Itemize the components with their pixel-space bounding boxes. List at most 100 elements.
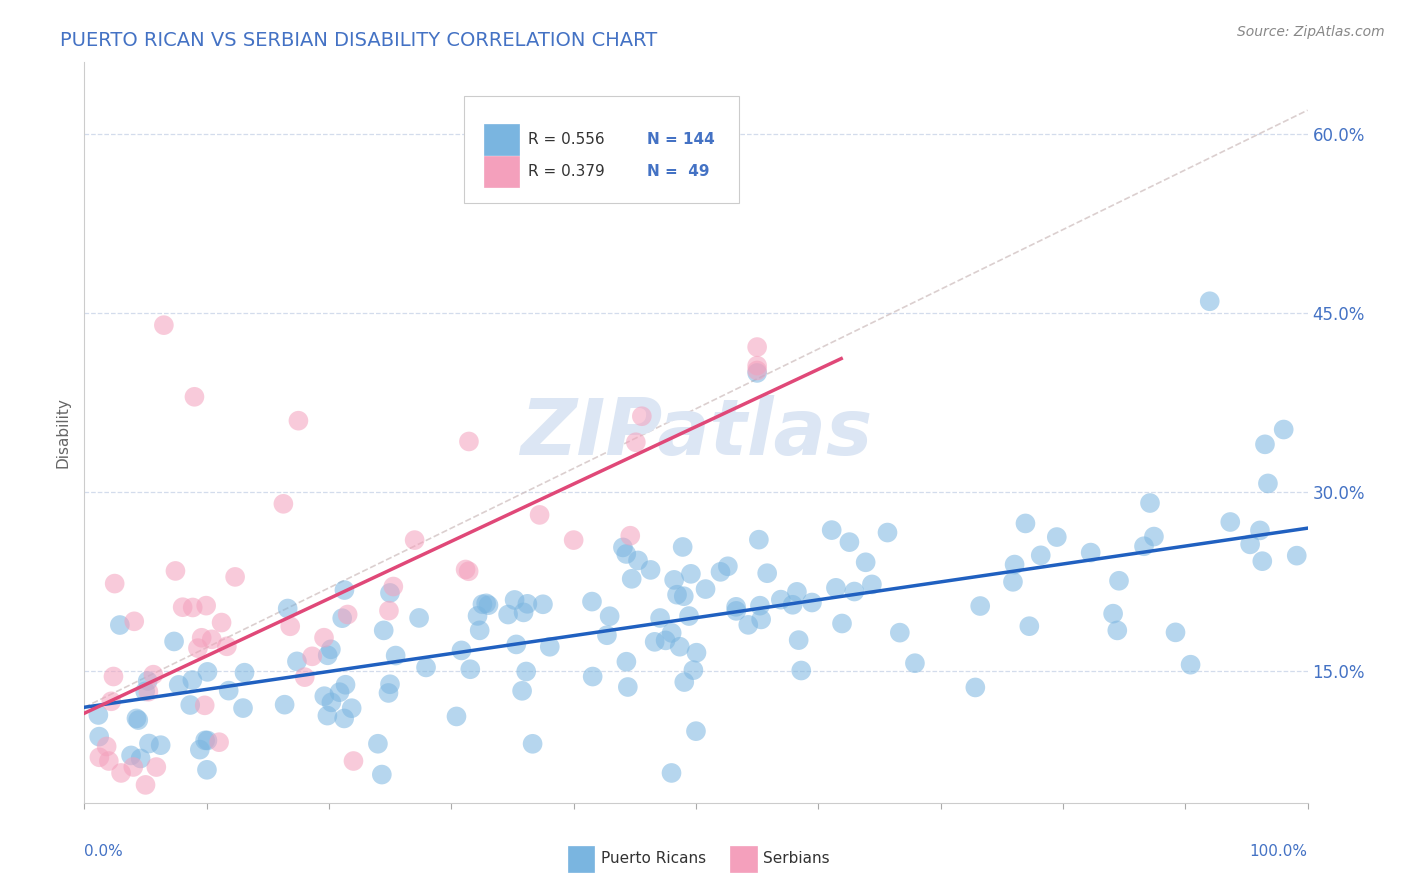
Point (89, 730, 111, 744)
Point (278, 619, 301, 633)
Point (631, 409, 654, 424)
FancyBboxPatch shape (568, 847, 595, 871)
Point (273, 698, 295, 712)
Point (531, 597, 554, 611)
Point (522, 737, 544, 751)
Point (342, 754, 364, 768)
Point (285, 654, 308, 668)
Point (965, 681, 987, 695)
Point (378, 677, 401, 691)
Point (747, 363, 769, 377)
Text: Serbians: Serbians (763, 851, 830, 866)
Point (1102, 607, 1125, 621)
Point (129, 751, 152, 765)
Point (100, 694, 122, 708)
Point (232, 701, 254, 715)
Point (277, 601, 299, 615)
FancyBboxPatch shape (464, 95, 738, 203)
FancyBboxPatch shape (730, 847, 758, 871)
Point (1285, 549, 1308, 563)
Point (135, 778, 157, 792)
Point (747, 366, 769, 380)
Point (889, 625, 911, 640)
Point (181, 600, 204, 615)
Point (709, 565, 731, 579)
Point (477, 598, 499, 612)
Point (294, 670, 316, 684)
Point (1046, 530, 1069, 544)
Point (831, 616, 853, 631)
Point (562, 533, 585, 547)
Point (512, 606, 534, 620)
Point (1108, 574, 1130, 588)
Point (668, 640, 690, 654)
Point (190, 631, 212, 645)
Text: N =  49: N = 49 (647, 164, 710, 179)
Point (1249, 524, 1271, 538)
Point (97, 754, 120, 768)
FancyBboxPatch shape (484, 156, 519, 187)
Point (717, 559, 740, 574)
Point (624, 435, 647, 450)
Point (404, 533, 426, 547)
Point (855, 555, 877, 569)
Point (1107, 624, 1129, 638)
Point (208, 735, 231, 749)
Point (301, 649, 323, 664)
Point (725, 599, 748, 614)
Point (969, 599, 991, 613)
Text: ZIPatlas: ZIPatlas (520, 394, 872, 471)
Point (408, 611, 430, 625)
Text: PUERTO RICAN VS SERBIAN DISABILITY CORRELATION CHART: PUERTO RICAN VS SERBIAN DISABILITY CORRE… (60, 30, 657, 50)
Text: 0.0%: 0.0% (84, 844, 124, 858)
Point (661, 766, 683, 780)
Point (89, 750, 111, 764)
Point (457, 564, 479, 578)
Point (582, 669, 605, 683)
Point (516, 597, 538, 611)
Point (471, 597, 494, 611)
Point (860, 577, 883, 591)
Point (138, 737, 160, 751)
Point (1029, 549, 1052, 563)
Point (662, 573, 685, 587)
Point (1001, 574, 1024, 589)
Point (1251, 554, 1274, 568)
Point (153, 318, 176, 333)
Point (127, 713, 149, 727)
Point (195, 763, 218, 777)
Point (319, 642, 342, 657)
Point (446, 709, 468, 723)
Point (321, 695, 343, 709)
Point (87, 708, 110, 723)
Point (769, 592, 792, 607)
Point (103, 669, 125, 683)
Point (614, 547, 637, 561)
Point (134, 684, 156, 698)
Point (454, 562, 477, 576)
Point (801, 595, 824, 609)
Point (328, 685, 350, 699)
Point (515, 665, 537, 679)
Point (596, 628, 619, 642)
FancyBboxPatch shape (484, 124, 519, 155)
Point (661, 626, 683, 640)
Point (1004, 558, 1026, 572)
Point (503, 593, 526, 607)
Point (844, 584, 866, 599)
Point (450, 643, 472, 657)
Point (415, 660, 437, 674)
Text: N = 144: N = 144 (647, 132, 714, 147)
Point (163, 634, 186, 648)
Point (201, 632, 224, 647)
Point (273, 497, 295, 511)
Point (378, 604, 401, 618)
Point (138, 684, 160, 698)
Point (627, 553, 650, 567)
Point (725, 604, 748, 618)
Point (904, 656, 927, 670)
Point (167, 678, 190, 692)
Point (838, 535, 860, 549)
Point (340, 701, 363, 715)
Point (672, 540, 695, 554)
